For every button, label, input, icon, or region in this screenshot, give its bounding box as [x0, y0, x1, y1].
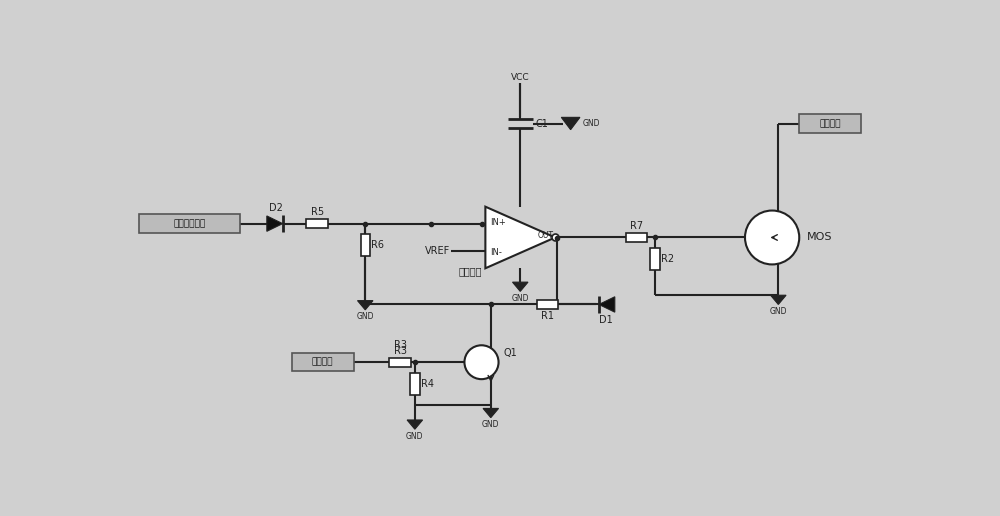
- Text: R2: R2: [661, 254, 674, 264]
- Polygon shape: [267, 216, 283, 231]
- Text: D2: D2: [269, 203, 283, 213]
- Circle shape: [464, 345, 499, 379]
- FancyBboxPatch shape: [799, 114, 861, 133]
- Polygon shape: [485, 207, 555, 268]
- Bar: [650, 248, 660, 270]
- Text: R4: R4: [421, 379, 434, 389]
- Polygon shape: [483, 409, 499, 417]
- Text: GND: GND: [406, 431, 424, 441]
- Text: R6: R6: [371, 240, 384, 250]
- Polygon shape: [771, 295, 786, 304]
- Polygon shape: [358, 301, 373, 310]
- Text: GND: GND: [482, 420, 500, 429]
- Text: VREF: VREF: [425, 246, 450, 255]
- Circle shape: [745, 211, 799, 264]
- FancyBboxPatch shape: [292, 353, 354, 372]
- Bar: [626, 233, 647, 242]
- Text: GND: GND: [583, 119, 601, 128]
- Text: IN-: IN-: [490, 248, 502, 257]
- Polygon shape: [512, 282, 528, 292]
- Text: VCC: VCC: [511, 73, 530, 82]
- Text: 解锁信号: 解锁信号: [312, 358, 333, 367]
- Polygon shape: [407, 420, 423, 429]
- Text: R3: R3: [394, 340, 407, 350]
- Text: 电压基准: 电压基准: [458, 266, 482, 276]
- Bar: [410, 373, 420, 395]
- Text: 关断信号: 关断信号: [820, 119, 841, 128]
- Text: OUT: OUT: [538, 231, 554, 239]
- Text: Q1: Q1: [503, 348, 517, 358]
- Text: GND: GND: [356, 312, 374, 321]
- FancyBboxPatch shape: [139, 214, 240, 233]
- Bar: [537, 300, 558, 309]
- Bar: [389, 358, 411, 367]
- Text: R1: R1: [541, 311, 554, 320]
- Text: C1: C1: [536, 119, 549, 128]
- Text: GND: GND: [512, 294, 529, 303]
- Bar: [306, 219, 328, 228]
- Text: 运放放大信号: 运放放大信号: [173, 219, 205, 228]
- Text: D1: D1: [599, 315, 612, 325]
- Text: R5: R5: [311, 207, 324, 217]
- Polygon shape: [599, 297, 615, 312]
- Text: IN+: IN+: [490, 218, 506, 227]
- Text: GND: GND: [770, 307, 787, 316]
- Bar: [361, 234, 370, 256]
- Text: MOS: MOS: [807, 233, 832, 243]
- Text: R3: R3: [394, 346, 407, 356]
- Polygon shape: [561, 117, 580, 130]
- Text: R7: R7: [630, 221, 643, 231]
